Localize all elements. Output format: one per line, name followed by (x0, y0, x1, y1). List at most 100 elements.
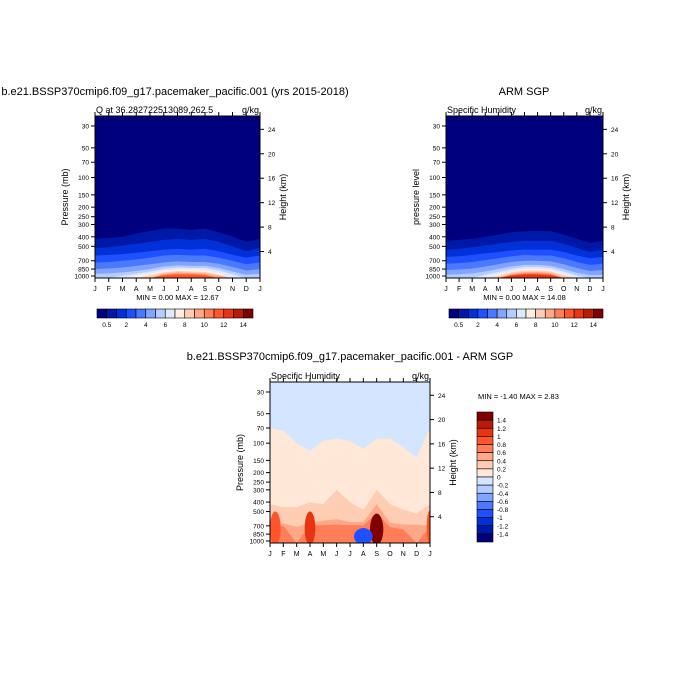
colorbar-box (96, 308, 108, 319)
plot-1: b.e21.BSSP370cmip6.f09_g17.pacemaker_pac… (1, 86, 348, 329)
contour-field (270, 382, 430, 543)
colorbar-box (194, 308, 205, 319)
contour-blob (426, 510, 430, 543)
y-tick-label: 30 (257, 390, 265, 397)
y-tick-label: 150 (78, 192, 89, 199)
colorbar-box (564, 308, 575, 319)
colorbar-label: 0.6 (497, 450, 506, 457)
height-tick-label: 16 (438, 441, 446, 448)
height-tick-label: 24 (268, 127, 276, 134)
y-tick-label: 400 (429, 234, 440, 241)
contour-blob (354, 528, 373, 543)
colorbar-box (487, 308, 498, 319)
y-tick-label: 250 (429, 214, 440, 221)
plot-title: b.e21.BSSP370cmip6.f09_g17.pacemaker_pac… (187, 351, 514, 363)
x-tick-label: N (574, 286, 579, 293)
y-tick-label: 50 (82, 145, 90, 152)
y-tick-label: 700 (429, 258, 440, 265)
height-tick-label: 4 (438, 514, 442, 521)
y-tick-label: 400 (78, 234, 89, 241)
colorbar-label: -0.4 (497, 491, 509, 498)
height-tick-label: 4 (268, 249, 272, 256)
x-tick-label: D (587, 286, 592, 293)
colorbar-label: 6 (515, 322, 519, 329)
y-tick-label: 850 (253, 532, 264, 539)
colorbar-box (476, 525, 494, 535)
colorbar-label: -0.2 (497, 483, 509, 490)
x-tick-label: M (495, 286, 501, 293)
colorbar-box (476, 509, 494, 518)
colorbar-box (223, 308, 234, 319)
y-tick-label: 200 (429, 205, 440, 212)
colorbar-label: 8 (183, 322, 187, 329)
colorbar-box (593, 308, 604, 319)
subtitle-right: g/kg (585, 105, 602, 115)
x-tick-label: M (147, 286, 153, 293)
colorbar-label: 1.2 (497, 426, 506, 433)
x-tick-label: O (561, 286, 567, 293)
colorbar-box (125, 308, 137, 319)
height-tick-label: 20 (268, 151, 276, 158)
y-tick-label: 500 (78, 244, 89, 251)
colorbar-label: 8 (534, 322, 538, 329)
height-tick-label: 8 (611, 225, 615, 232)
colorbar-box (242, 308, 254, 319)
colorbar-box (476, 411, 494, 421)
y-axis-label: pressure level (411, 169, 421, 225)
colorbar-label: 2 (124, 322, 128, 329)
colorbar-label: 0.5 (454, 322, 463, 329)
height-tick-label: 16 (268, 176, 276, 183)
x-tick-label: J (93, 286, 97, 293)
colorbar-box (448, 308, 459, 319)
colorbar-box (476, 501, 494, 510)
y-tick-label: 300 (429, 222, 440, 229)
colorbar-label: 10 (551, 322, 559, 329)
height-tick-label: 4 (611, 249, 615, 256)
colorbar-label: 1.4 (497, 418, 506, 425)
x-tick-label: J (162, 286, 166, 293)
colorbar-label: -0.8 (497, 507, 509, 514)
x-tick-label: J (428, 551, 432, 558)
x-tick-label: S (548, 286, 553, 293)
colorbar-label: 0.4 (497, 458, 506, 465)
plot-title: ARM SGP (499, 86, 550, 98)
colorbar-box (525, 308, 536, 319)
colorbar-box (496, 308, 508, 319)
x-tick-label: M (294, 551, 300, 558)
min-max-stats: MIN = -1.40 MAX = 2.83 (478, 392, 559, 401)
plot-3: b.e21.BSSP370cmip6.f09_g17.pacemaker_pac… (187, 351, 559, 558)
colorbar-box (213, 308, 225, 319)
height-tick-label: 16 (611, 176, 619, 183)
y-tick-label: 100 (253, 441, 264, 448)
colorbar-box (467, 308, 479, 319)
colorbar-label: 0.2 (497, 466, 506, 473)
x-tick-label: S (203, 286, 208, 293)
colorbar-box (476, 419, 494, 429)
x-tick-label: M (469, 286, 475, 293)
colorbar-label: -1.2 (497, 523, 509, 530)
y-tick-label: 1000 (250, 539, 265, 546)
colorbar-box (535, 308, 546, 319)
x-tick-label: M (320, 551, 326, 558)
x-tick-label: M (120, 286, 126, 293)
colorbar-label: 2 (476, 322, 480, 329)
y-tick-label: 100 (429, 175, 440, 182)
colorbar-box (506, 308, 517, 319)
x-tick-label: J (335, 551, 339, 558)
colorbar-box (583, 308, 594, 319)
height-tick-label: 8 (268, 225, 272, 232)
colorbar-label: -1.4 (497, 531, 509, 538)
contour-blob (370, 513, 384, 543)
colorbar: 0.5 2 4 6 8 10 12 14 (96, 308, 254, 329)
y-tick-label: 70 (82, 160, 90, 167)
y-tick-label: 500 (429, 244, 440, 251)
x-tick-label: A (189, 286, 194, 293)
height-tick-label: 24 (438, 393, 446, 400)
x-tick-label: A (535, 286, 540, 293)
plot-title: b.e21.BSSP370cmip6.f09_g17.pacemaker_pac… (1, 86, 348, 98)
min-max-stats: MIN = 0.00 MAX = 14.08 (483, 293, 566, 302)
contour-blob (270, 511, 281, 543)
y-tick-label: 400 (253, 500, 264, 507)
colorbar-label: 0 (497, 475, 501, 482)
